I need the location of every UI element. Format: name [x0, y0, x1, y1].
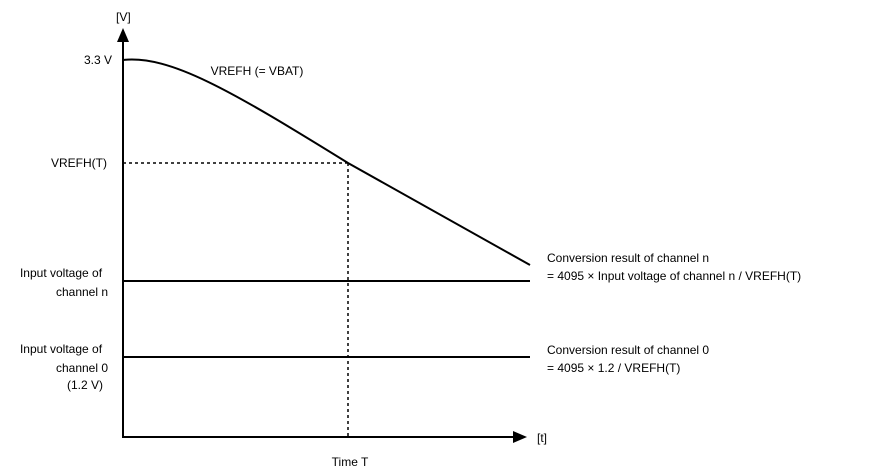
y-axis-arrow: [117, 28, 129, 42]
channel-n-result-line1: Conversion result of channel n: [547, 251, 709, 265]
y-label-input-0-line1: Input voltage of: [20, 342, 103, 356]
channel-0-result-line1: Conversion result of channel 0: [547, 343, 709, 357]
y-label-input-0-line3: (1.2 V): [67, 378, 103, 392]
channel-0-result-line2: = 4095 × 1.2 / VREFH(T): [547, 361, 680, 375]
vrefh-curve-label: VREFH (= VBAT): [211, 64, 304, 78]
vrefh-curve: [122, 58, 531, 266]
time-t-label: Time T: [332, 455, 369, 469]
y-label-input-0-line2: channel 0: [56, 361, 108, 375]
channel-n-result-line2: = 4095 × Input voltage of channel n / VR…: [547, 269, 801, 283]
x-axis-unit-label: [t]: [537, 431, 547, 445]
y-label-vrefh-t: VREFH(T): [51, 156, 107, 170]
y-label-input-n-line1: Input voltage of: [20, 266, 103, 280]
y-label-input-n-line2: channel n: [56, 285, 108, 299]
y-axis-unit-label: [V]: [116, 10, 131, 24]
y-label-3-3v: 3.3 V: [84, 53, 112, 67]
x-axis-arrow: [513, 431, 527, 443]
